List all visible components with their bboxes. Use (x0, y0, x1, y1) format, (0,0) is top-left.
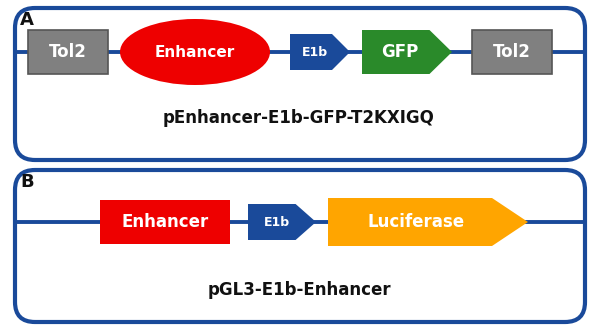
Polygon shape (362, 30, 452, 74)
Bar (472, 30, 552, 74)
Text: E1b: E1b (302, 46, 328, 59)
FancyBboxPatch shape (15, 170, 585, 322)
Text: pGL3-E1b-Enhancer: pGL3-E1b-Enhancer (207, 281, 391, 299)
Text: Tol2: Tol2 (49, 43, 87, 61)
Text: Tol2: Tol2 (493, 43, 531, 61)
FancyBboxPatch shape (15, 8, 585, 160)
Polygon shape (290, 34, 350, 70)
Text: Enhancer: Enhancer (155, 45, 235, 60)
Text: Enhancer: Enhancer (121, 213, 209, 231)
Polygon shape (328, 198, 528, 246)
Text: Luciferase: Luciferase (367, 213, 464, 231)
Text: pEnhancer-E1b-GFP-T2KXIGQ: pEnhancer-E1b-GFP-T2KXIGQ (163, 109, 435, 127)
Polygon shape (248, 204, 316, 240)
Text: E1b: E1b (263, 215, 290, 228)
Text: B: B (20, 173, 34, 191)
Text: A: A (20, 11, 34, 29)
Bar (28, 30, 108, 74)
Bar (100, 200, 230, 244)
Text: GFP: GFP (381, 43, 418, 61)
Ellipse shape (120, 19, 270, 85)
